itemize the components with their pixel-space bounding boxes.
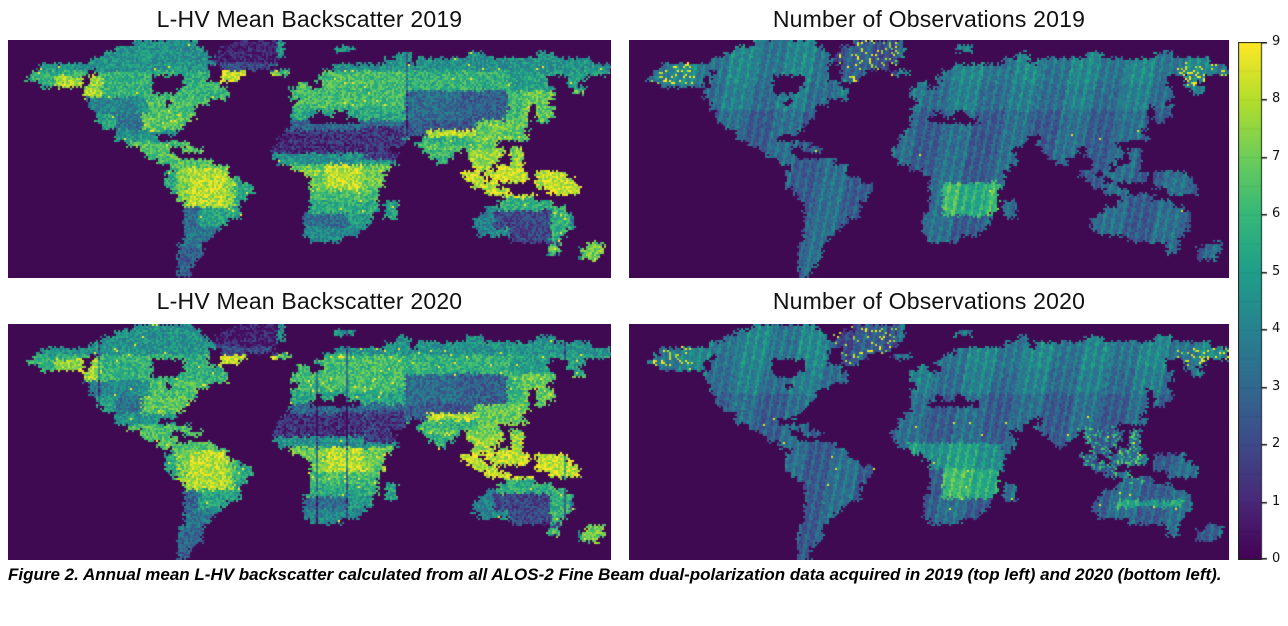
- panel-title-backscatter-2019: L-HV Mean Backscatter 2019: [156, 6, 463, 32]
- colorbar-tick-label: 3: [1272, 378, 1281, 394]
- colorbar-tick-label: 1: [1272, 493, 1281, 509]
- panel-title-observations-2020: Number of Observations 2020: [772, 288, 1086, 314]
- map-backscatter-2019: [8, 40, 611, 278]
- colorbar-tick-label: 5: [1272, 263, 1281, 279]
- colorbar-tick-label: 7: [1272, 148, 1281, 164]
- colorbar: 9 8 7 6 5 4 3 2 1 0: [1238, 34, 1288, 566]
- figure-caption: Figure 2. Annual mean L-HV backscatter c…: [8, 565, 1222, 584]
- map-observations-2020: [629, 324, 1229, 560]
- colorbar-tick-label: 9: [1272, 34, 1281, 49]
- map-backscatter-2020: [8, 324, 611, 560]
- panel-title-backscatter-2020: L-HV Mean Backscatter 2020: [156, 288, 463, 314]
- colorbar-tick-label: 0: [1272, 551, 1281, 566]
- colorbar-tick-label: 4: [1272, 321, 1281, 337]
- panel-title-observations-2019: Number of Observations 2019: [772, 6, 1086, 32]
- map-observations-2019: [629, 40, 1229, 278]
- colorbar-gradient: [1238, 42, 1268, 560]
- colorbar-tick-label: 8: [1272, 91, 1281, 107]
- colorbar-tick-label: 6: [1272, 206, 1281, 222]
- colorbar-tick-label: 2: [1272, 436, 1281, 452]
